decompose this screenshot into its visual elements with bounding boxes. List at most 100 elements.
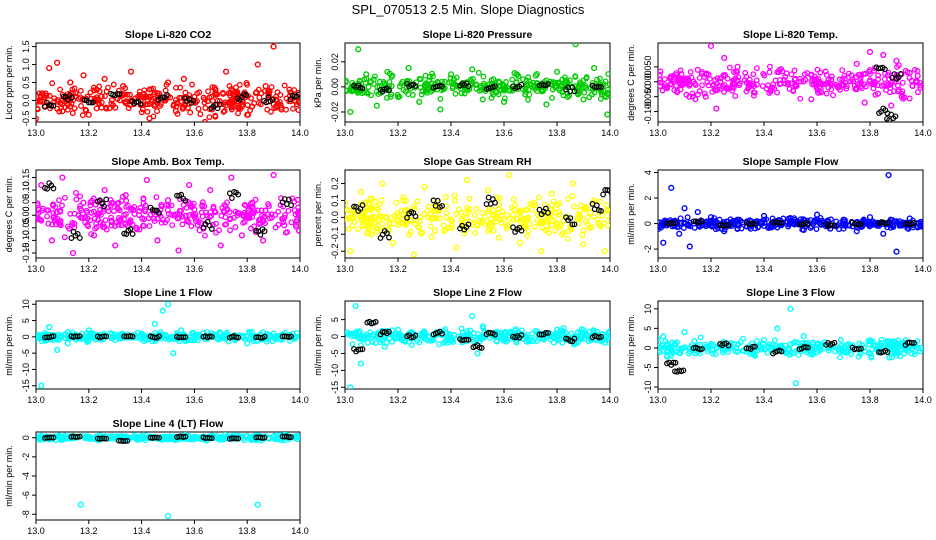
- band-point: [122, 211, 129, 218]
- data-point: [201, 118, 209, 122]
- band-point: [381, 80, 388, 87]
- band-point: [281, 82, 288, 89]
- x-tick-label: 13.6: [186, 128, 204, 138]
- data-point: [138, 330, 145, 337]
- band-point: [371, 73, 378, 80]
- data-point: [463, 177, 471, 184]
- band-point: [549, 217, 555, 224]
- data-point: [101, 187, 108, 194]
- band-point: [429, 73, 436, 80]
- data-point: [543, 101, 550, 108]
- y-tick-label: 0.10: [21, 181, 31, 199]
- data-point: [217, 242, 224, 249]
- panel-7: Slope Line 1 Flow 13.0 13.2 13.4 13.6 13.8 14.…: [4, 287, 309, 405]
- band-point: [210, 203, 217, 210]
- band-point: [391, 333, 398, 340]
- band-point: [205, 88, 212, 95]
- band-point: [797, 78, 804, 85]
- x-tick-label: 13.4: [133, 128, 151, 138]
- data-point: [500, 330, 508, 337]
- band-point: [506, 332, 513, 339]
- y-tick-label: 10: [21, 299, 31, 309]
- band-point: [187, 97, 194, 104]
- band-point: [197, 111, 204, 118]
- band-point: [36, 202, 41, 209]
- highlight-point: [598, 333, 604, 340]
- data-point: [59, 174, 66, 181]
- data-point: [527, 200, 534, 207]
- band-point: [450, 332, 457, 339]
- data-point: [734, 348, 741, 355]
- band-point: [917, 79, 923, 86]
- plot-frame: [35, 300, 301, 390]
- x-tick-label: 13.2: [702, 128, 720, 138]
- band-point: [750, 71, 757, 78]
- band-point: [735, 74, 742, 81]
- band-point: [376, 201, 383, 208]
- band-point: [73, 189, 79, 196]
- data-point: [381, 343, 388, 350]
- band-point: [133, 334, 140, 341]
- data-point: [164, 197, 172, 204]
- band-point: [658, 72, 663, 78]
- band-point: [678, 82, 685, 88]
- band-point: [530, 79, 537, 86]
- data-point: [792, 380, 799, 387]
- data-point: [516, 239, 524, 246]
- band-point: [730, 84, 737, 91]
- band-point: [808, 78, 815, 84]
- band-point: [49, 221, 56, 228]
- band-point: [421, 211, 428, 218]
- band-point: [559, 76, 566, 83]
- band-point: [366, 224, 373, 231]
- band-point: [82, 219, 89, 226]
- band-point: [194, 337, 201, 344]
- highlight-point: [228, 195, 235, 201]
- data-point: [787, 305, 794, 312]
- band-point: [349, 341, 356, 348]
- band-point: [522, 85, 529, 92]
- band-point: [547, 336, 554, 343]
- band-point: [110, 81, 117, 88]
- x-tick-label: 14.0: [914, 128, 932, 138]
- data-point: [373, 102, 380, 109]
- band-point: [85, 338, 92, 345]
- band-point: [125, 105, 132, 111]
- band-point: [686, 348, 693, 355]
- band-point: [233, 84, 239, 91]
- band-point: [740, 335, 747, 342]
- band-point: [541, 201, 548, 208]
- highlight-point: [434, 197, 441, 204]
- band-point: [199, 202, 206, 209]
- band-point: [154, 108, 160, 115]
- highlight-point: [372, 319, 379, 325]
- band-point: [591, 89, 598, 96]
- band-point: [472, 229, 479, 236]
- band-point: [562, 83, 569, 90]
- band-point: [243, 202, 249, 209]
- x-tick-label: 14.0: [601, 395, 619, 405]
- y-tick-label: 0.00: [21, 206, 31, 224]
- data-point: [914, 344, 921, 352]
- band-point: [69, 110, 76, 117]
- band-point: [89, 334, 96, 341]
- band-point: [704, 345, 711, 352]
- highlight-point: [749, 220, 756, 227]
- band-point: [869, 80, 876, 87]
- band-point: [790, 88, 797, 95]
- data-point: [180, 75, 187, 83]
- x-tick-label: 13.8: [238, 128, 256, 138]
- band-point: [291, 198, 298, 205]
- band-point: [524, 331, 531, 338]
- band-point: [221, 108, 228, 114]
- data-point: [172, 108, 180, 115]
- band-point: [193, 331, 200, 338]
- band-point: [663, 342, 669, 349]
- band-point: [212, 209, 219, 216]
- band-point: [262, 207, 269, 214]
- y-tick-label: -0.100: [643, 99, 653, 125]
- band-point: [839, 67, 846, 74]
- highlight-point: [208, 226, 215, 232]
- data-point: [707, 214, 715, 221]
- data-point: [254, 61, 261, 68]
